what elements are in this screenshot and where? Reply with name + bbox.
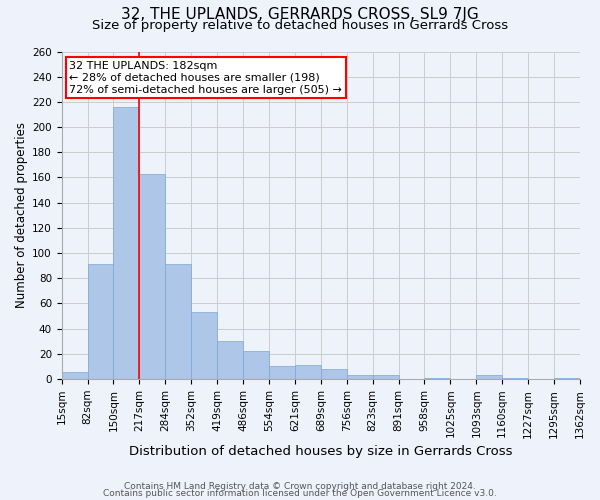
Text: Size of property relative to detached houses in Gerrards Cross: Size of property relative to detached ho… (92, 19, 508, 32)
Bar (554, 378, 580, 379)
Y-axis label: Number of detached properties: Number of detached properties (15, 122, 28, 308)
Bar (347, 376, 373, 379)
Bar (321, 369, 347, 379)
Bar (139, 174, 166, 379)
Bar (502, 378, 528, 379)
Text: Contains public sector information licensed under the Open Government Licence v3: Contains public sector information licen… (103, 490, 497, 498)
Bar (62, 372, 88, 379)
Bar (88, 264, 113, 379)
Bar (191, 312, 217, 379)
Bar (373, 376, 398, 379)
X-axis label: Distribution of detached houses by size in Gerrards Cross: Distribution of detached houses by size … (129, 444, 512, 458)
Bar (113, 107, 139, 379)
Text: 32 THE UPLANDS: 182sqm
← 28% of detached houses are smaller (198)
72% of semi-de: 32 THE UPLANDS: 182sqm ← 28% of detached… (70, 62, 342, 94)
Bar (424, 378, 451, 379)
Bar (243, 352, 269, 379)
Bar (166, 264, 191, 379)
Bar (295, 365, 321, 379)
Bar (269, 366, 295, 379)
Bar (476, 376, 502, 379)
Text: Contains HM Land Registry data © Crown copyright and database right 2024.: Contains HM Land Registry data © Crown c… (124, 482, 476, 491)
Text: 32, THE UPLANDS, GERRARDS CROSS, SL9 7JG: 32, THE UPLANDS, GERRARDS CROSS, SL9 7JG (121, 8, 479, 22)
Bar (217, 342, 243, 379)
